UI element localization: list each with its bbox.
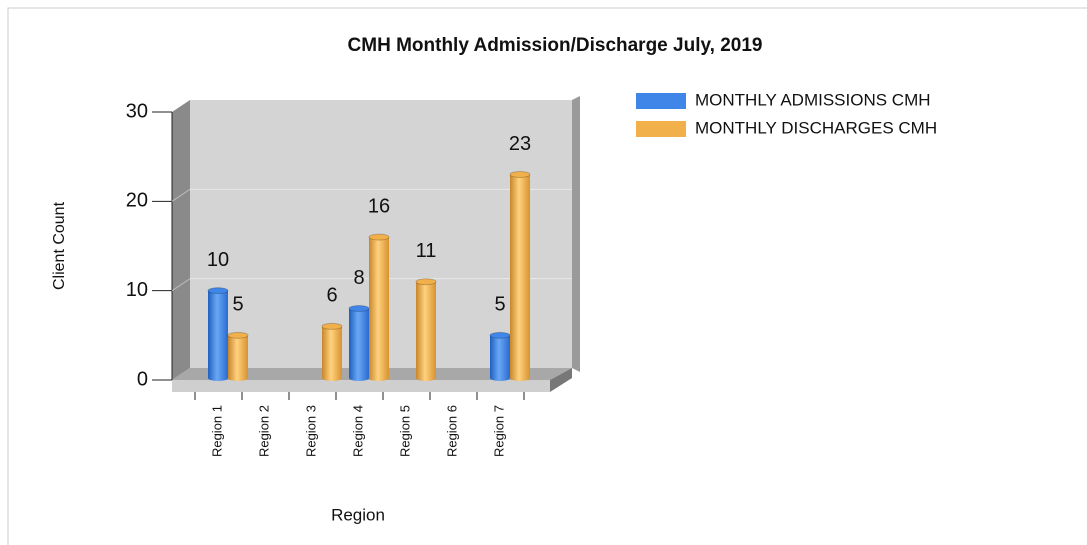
legend-swatch (636, 93, 686, 109)
chart-title: CMH Monthly Admission/Discharge July, 20… (348, 35, 763, 56)
bar-body (349, 308, 369, 378)
bar-top (489, 331, 511, 339)
bar-top (321, 322, 343, 330)
bar-top (207, 287, 229, 295)
bar (207, 287, 229, 381)
x-tick-label: Region 1 (209, 405, 224, 457)
bar-body (490, 335, 510, 378)
back-wall (190, 100, 572, 368)
bar (368, 233, 390, 381)
data-label: 23 (509, 133, 531, 155)
bar-base (208, 375, 228, 381)
bar (489, 331, 511, 381)
bar (509, 171, 531, 381)
bar-base (322, 375, 342, 381)
bar-base (228, 375, 248, 381)
x-axis-title: Region (331, 505, 385, 524)
frame (7, 7, 1087, 545)
bar-top (368, 233, 390, 241)
bar (227, 331, 249, 381)
bar-top (509, 171, 531, 179)
bar (415, 278, 437, 381)
right-edge (572, 96, 580, 372)
x-tick-label: Region 4 (350, 405, 365, 457)
x-tick-label: Region 7 (491, 405, 506, 457)
bar-body (208, 290, 228, 378)
data-label: 11 (416, 240, 437, 262)
data-label: 8 (353, 267, 364, 289)
bar-body (369, 237, 389, 378)
legend-label: MONTHLY DISCHARGES CMH (695, 118, 937, 137)
bar-top (415, 278, 437, 286)
bar (321, 322, 343, 381)
data-label: 16 (368, 195, 390, 217)
data-label: 10 (207, 249, 229, 271)
data-label: 5 (232, 294, 243, 316)
data-label: 5 (494, 294, 505, 316)
y-tick-label: 20 (126, 190, 148, 212)
bar-body (510, 174, 530, 378)
bar-base (490, 375, 510, 381)
bar-base (416, 375, 436, 381)
x-tick-label: Region 2 (256, 405, 271, 457)
floor-front (172, 380, 550, 392)
bar-top (227, 331, 249, 339)
bar-top (348, 305, 370, 313)
legend-swatch (636, 121, 686, 137)
floor-side (550, 368, 572, 392)
y-tick-label: 0 (137, 368, 148, 390)
bar-body (228, 335, 248, 378)
side-wall (172, 100, 190, 380)
bar-base (349, 375, 369, 381)
y-axis-title: Client Count (51, 201, 68, 290)
grid-line (171, 188, 191, 202)
x-tick-label: Region 3 (303, 405, 318, 457)
bar-body (416, 281, 436, 378)
y-tick-label: 30 (126, 100, 148, 122)
legend-label: MONTHLY ADMISSIONS CMH (695, 90, 931, 109)
bar-body (322, 326, 342, 378)
x-tick-label: Region 6 (444, 405, 459, 457)
grid-line (171, 278, 191, 292)
y-tick-label: 10 (126, 279, 148, 301)
bar-base (369, 375, 389, 381)
x-tick-label: Region 5 (397, 405, 412, 457)
data-label: 6 (326, 285, 337, 307)
bar (348, 305, 370, 381)
bar-base (510, 375, 530, 381)
